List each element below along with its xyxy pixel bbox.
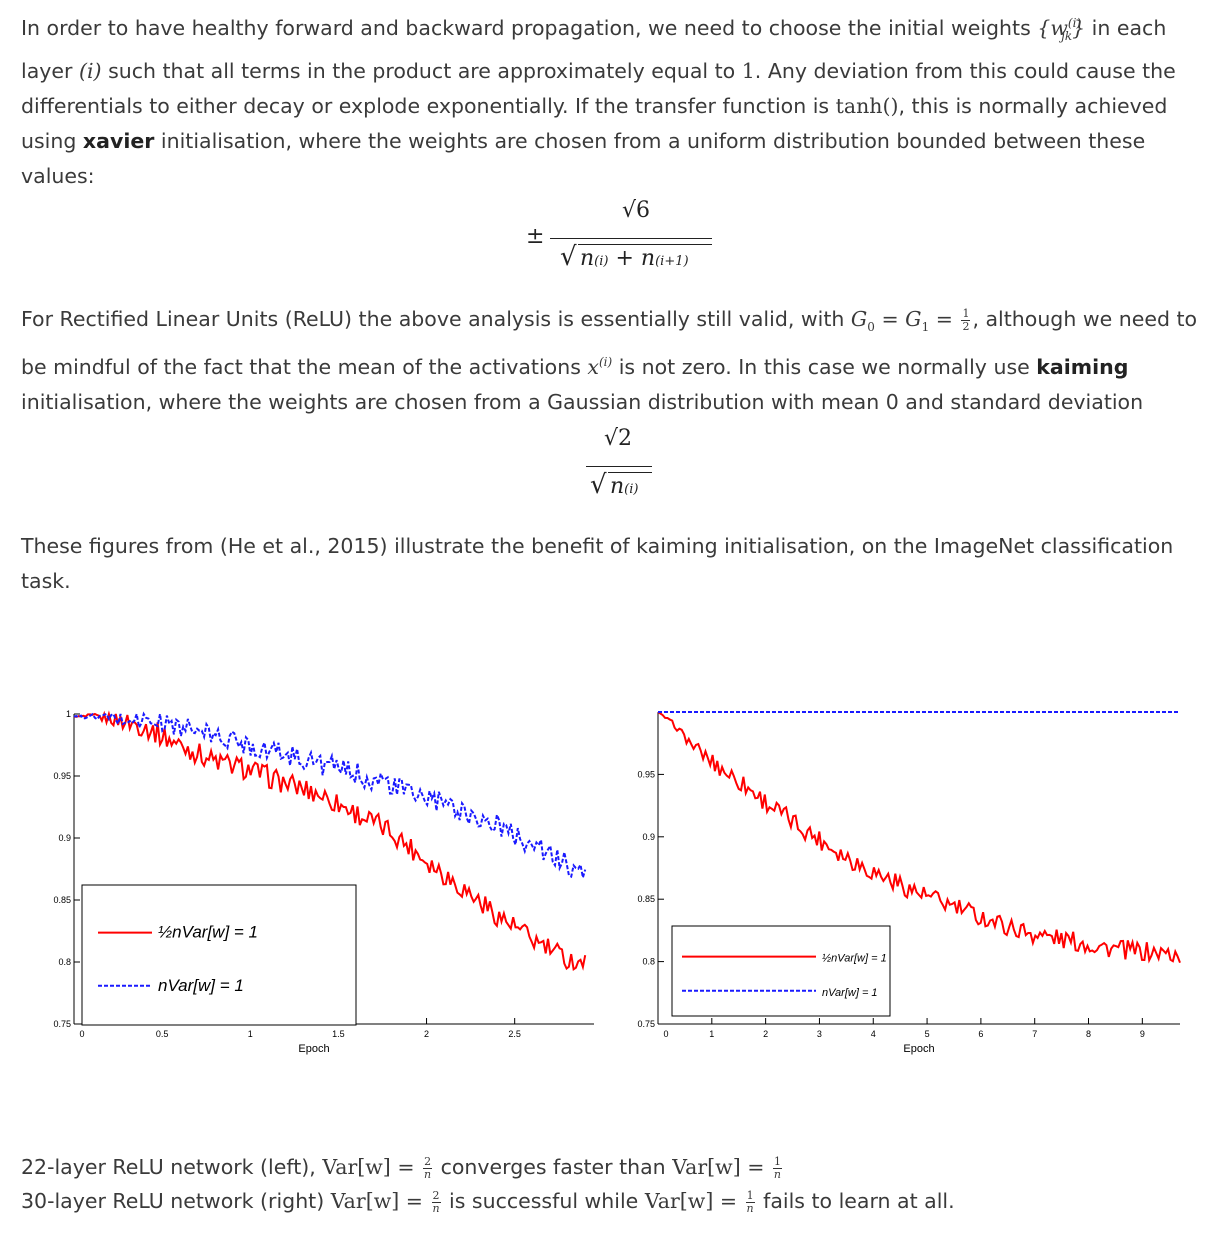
x-tick-label: 2 <box>424 1029 429 1039</box>
x-tick-label: 8 <box>1086 1029 1091 1039</box>
x-tick-label: 9 <box>1140 1029 1145 1039</box>
x-tick-label: 1 <box>248 1029 253 1039</box>
series-red-line <box>657 711 1181 964</box>
legend-label-blue: nVar[w] = 1 <box>158 976 244 995</box>
x-tick-label: 5 <box>925 1029 930 1039</box>
y-tick-label: 0.85 <box>637 894 655 904</box>
equation-kaiming: √2 √ n(i) <box>586 422 666 506</box>
x-tick-label: 7 <box>1032 1029 1037 1039</box>
x-tick-label: 0 <box>79 1029 84 1039</box>
y-tick-label: 0.8 <box>58 957 71 967</box>
y-tick-label: 0.9 <box>58 833 71 843</box>
paragraph-relu: For Rectified Linear Units (ReLU) the ab… <box>21 306 1198 414</box>
y-tick-label: 0.9 <box>642 832 655 842</box>
y-tick-label: 0.95 <box>53 771 71 781</box>
weights-symbol: {w(i)jk} <box>1037 15 1086 43</box>
x-axis-label: Epoch <box>903 1043 934 1055</box>
y-tick-label: 0.85 <box>53 895 71 905</box>
bold-xavier: xavier <box>82 128 155 153</box>
x-tick-label: 4 <box>871 1029 876 1039</box>
chart-22-layer: 0.75 0.8 0.85 0.9 0.95 1 0 0.5 1 1.5 2 2.5 Epoch ½nVa… <box>53 709 594 1055</box>
x-tick-label: 2.5 <box>508 1029 521 1039</box>
x-tick-label: 1 <box>709 1029 714 1039</box>
legend-label-red: ½nVar[w] = 1 <box>822 953 887 965</box>
x-tick-label: 0 <box>663 1029 668 1039</box>
equation-xavier: ± √6 √ n(i) + n(i+1) <box>526 196 726 280</box>
x-tick-label: 1.5 <box>332 1029 345 1039</box>
y-tick-label: 1 <box>66 709 71 719</box>
legend-label-blue: nVar[w] = 1 <box>822 987 878 999</box>
legend-box <box>671 925 891 1017</box>
series-red-line <box>73 710 587 972</box>
y-tick-label: 0.95 <box>637 769 655 779</box>
legend-box <box>81 884 357 1026</box>
y-tick-label: 0.75 <box>637 1019 655 1029</box>
x-tick-label: 0.5 <box>156 1029 169 1039</box>
series-blue-line <box>73 710 587 879</box>
y-tick-label: 0.8 <box>642 957 655 967</box>
x-axis-label: Epoch <box>298 1043 329 1055</box>
paragraph-figures: These figures from (He et al., 2015) ill… <box>21 534 1174 593</box>
x-tick-label: 3 <box>817 1029 822 1039</box>
x-tick-label: 2 <box>763 1029 768 1039</box>
figure-caption: 22-layer ReLU network (left), Var[w] = 2… <box>21 1154 955 1215</box>
y-tick-label: 0.75 <box>53 1019 71 1029</box>
chart-30-layer: 0.75 0.8 0.85 0.9 0.95 0 1 2 3 4 5 6 7 8 9 Epoch ½nVar[w… <box>637 711 1181 1055</box>
x-tick-label: 6 <box>978 1029 983 1039</box>
bold-kaiming: kaiming <box>1036 354 1129 379</box>
paragraph-intro: In order to have healthy forward and bac… <box>21 15 1176 188</box>
legend-label-red: ½nVar[w] = 1 <box>158 923 258 942</box>
